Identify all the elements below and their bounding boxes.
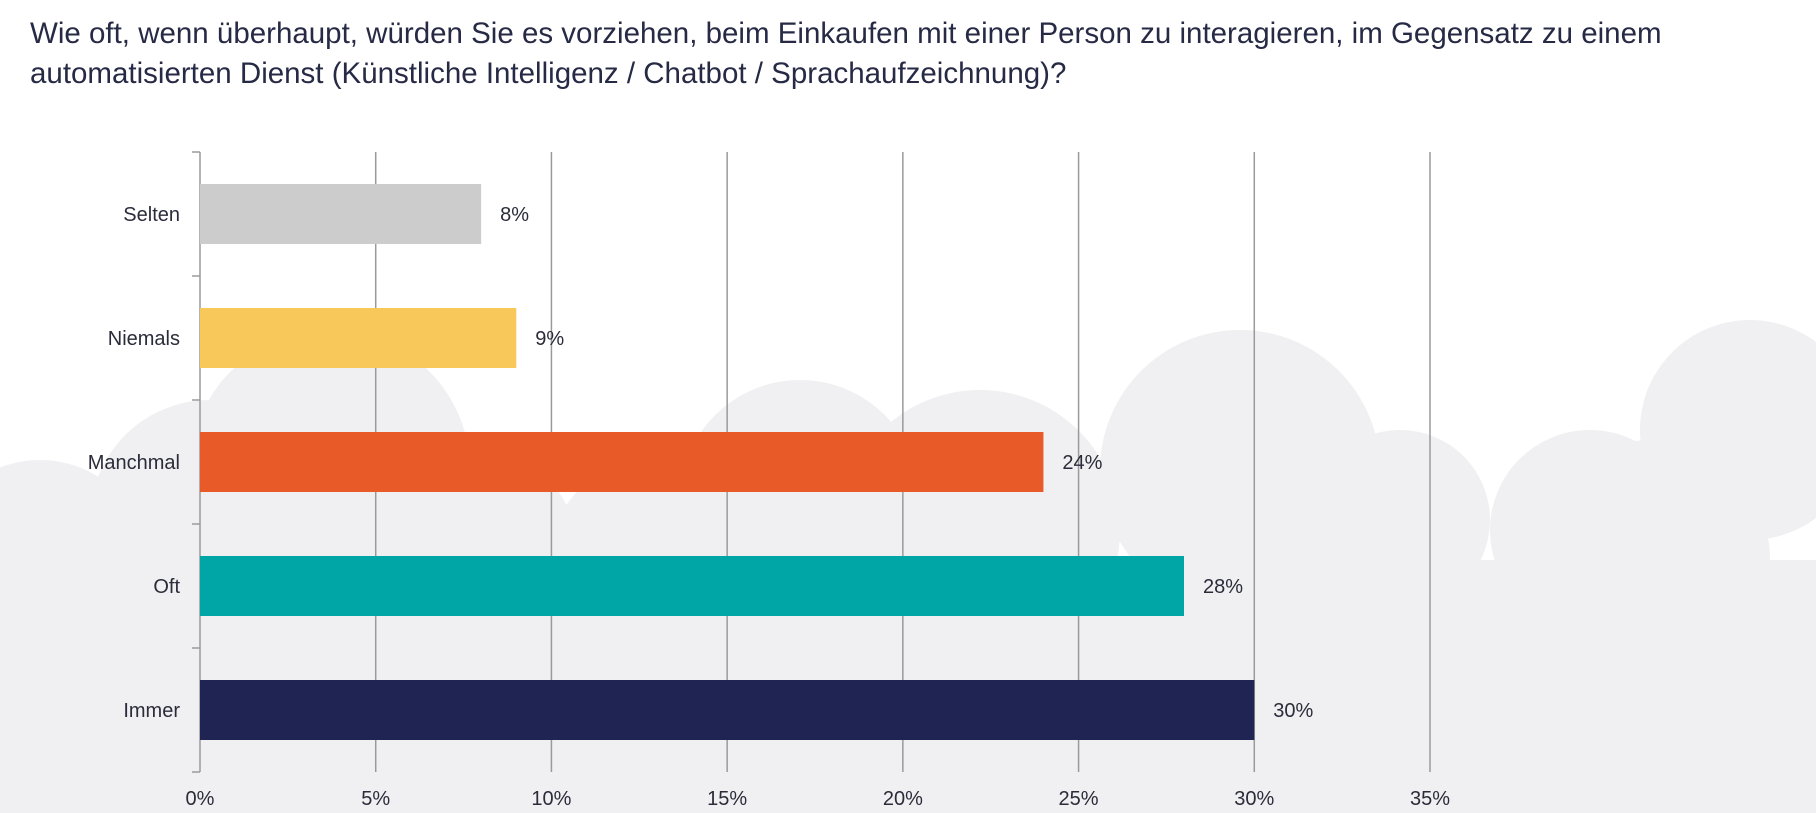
bar xyxy=(200,556,1184,616)
category-label: Manchmal xyxy=(88,452,180,474)
x-tick-label: 15% xyxy=(707,788,747,810)
x-tick-label: 25% xyxy=(1059,788,1099,810)
data-label: 8% xyxy=(500,204,529,226)
x-tick-label: 30% xyxy=(1234,788,1274,810)
bar xyxy=(200,308,517,368)
data-label: 9% xyxy=(535,328,564,350)
bar xyxy=(200,432,1044,492)
x-tick-label: 0% xyxy=(186,788,215,810)
chart-title: Wie oft, wenn überhaupt, würden Sie es v… xyxy=(30,17,1662,90)
category-label: Oft xyxy=(153,576,180,598)
data-label: 24% xyxy=(1062,452,1102,474)
data-label: 28% xyxy=(1203,576,1243,598)
data-label: 30% xyxy=(1273,700,1313,722)
bar xyxy=(200,184,482,244)
x-tick-label: 35% xyxy=(1410,788,1450,810)
category-label: Niemals xyxy=(108,328,180,350)
category-label: Immer xyxy=(123,700,180,722)
category-labels: Selten Niemals Manchmal Oft Immer xyxy=(88,204,181,722)
bar-series xyxy=(200,184,1255,740)
bar xyxy=(200,680,1255,740)
data-labels: 8% 9% 24% 28% 30% xyxy=(500,204,1313,722)
x-tick-label: 20% xyxy=(883,788,923,810)
x-tick-labels: 0% 5% 10% 15% 20% 25% 30% 35% xyxy=(186,788,1451,810)
x-tick-label: 5% xyxy=(361,788,390,810)
category-label: Selten xyxy=(123,204,180,226)
x-tick-label: 10% xyxy=(531,788,571,810)
